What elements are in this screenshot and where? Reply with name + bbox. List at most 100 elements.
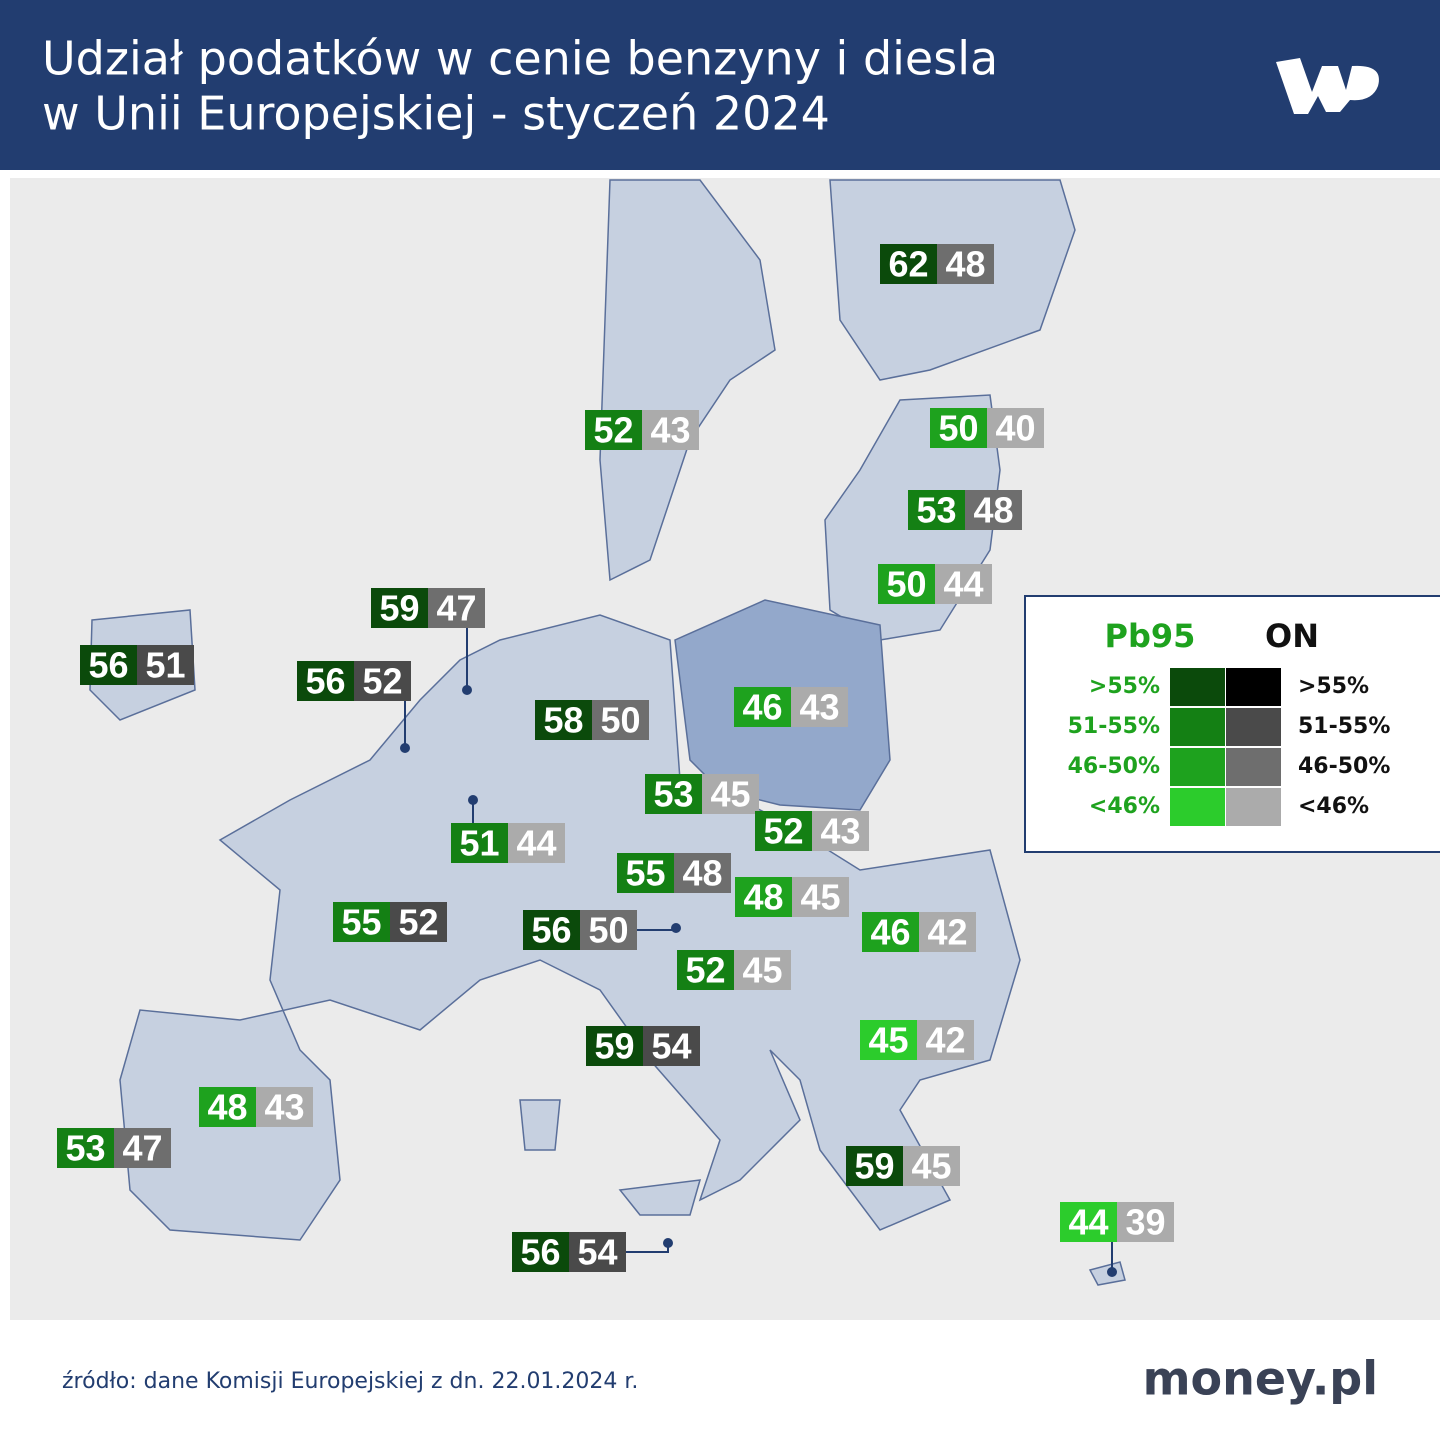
pb95-value: 48 bbox=[207, 1087, 247, 1128]
on-value: 45 bbox=[710, 774, 750, 815]
pb95-box bbox=[734, 687, 791, 727]
source-note: źródło: dane Komisji Europejskiej z dn. … bbox=[62, 1369, 638, 1394]
on-box bbox=[917, 1020, 974, 1060]
on-value: 50 bbox=[600, 700, 640, 741]
legend: >55% >55% 51-55% 51-55% 46-50% 46-50% <46% <46% bbox=[1068, 668, 1390, 826]
location-dot bbox=[468, 795, 478, 805]
on-value: 52 bbox=[398, 902, 438, 943]
pb95-box bbox=[535, 700, 592, 740]
pb95-value: 52 bbox=[593, 410, 633, 451]
title-line: Udział podatków w cenie benzyny i diesla bbox=[42, 32, 998, 86]
legend-label: 51-55% bbox=[1068, 714, 1160, 739]
pb95-box bbox=[878, 564, 935, 604]
location-dot bbox=[1107, 1267, 1117, 1277]
pb95-box bbox=[57, 1128, 114, 1168]
on-box bbox=[1117, 1202, 1174, 1242]
pb95-box bbox=[930, 408, 987, 448]
on-value: 44 bbox=[943, 564, 983, 605]
pb95-value: 52 bbox=[763, 811, 803, 852]
legend-swatch bbox=[1170, 668, 1225, 706]
on-box bbox=[734, 950, 791, 990]
pb95-box bbox=[297, 661, 354, 701]
on-value: 48 bbox=[973, 490, 1013, 531]
pb95-value: 56 bbox=[531, 910, 571, 951]
legend-label: <46% bbox=[1089, 794, 1160, 819]
brand: money.pl bbox=[1143, 1352, 1378, 1406]
on-value: 47 bbox=[122, 1128, 162, 1169]
on-box bbox=[935, 564, 992, 604]
legend-label: 46-50% bbox=[1068, 754, 1160, 779]
pb95-box bbox=[199, 1087, 256, 1127]
pb95-box bbox=[80, 645, 137, 685]
on-box bbox=[903, 1146, 960, 1186]
on-value: 54 bbox=[577, 1232, 617, 1273]
on-box bbox=[965, 490, 1022, 530]
pb95-box bbox=[512, 1232, 569, 1272]
on-value: 45 bbox=[742, 950, 782, 991]
pb95-value: 50 bbox=[886, 564, 926, 605]
pb95-box bbox=[862, 912, 919, 952]
on-box bbox=[390, 902, 447, 942]
pb95-box bbox=[735, 877, 792, 917]
on-value: 45 bbox=[911, 1146, 951, 1187]
on-box bbox=[643, 1026, 700, 1066]
pb95-box bbox=[617, 853, 674, 893]
pb95-value: 52 bbox=[685, 950, 725, 991]
legend-label: 46-50% bbox=[1298, 754, 1390, 779]
pb95-box bbox=[1060, 1202, 1117, 1242]
on-box bbox=[792, 877, 849, 917]
on-box bbox=[674, 853, 731, 893]
on-value: 43 bbox=[264, 1087, 304, 1128]
pb95-value: 55 bbox=[625, 853, 665, 894]
pb95-box bbox=[908, 490, 965, 530]
pb95-box bbox=[677, 950, 734, 990]
pb95-value: 56 bbox=[305, 661, 345, 702]
on-box bbox=[354, 661, 411, 701]
pb95-value: 51 bbox=[459, 823, 499, 864]
on-box bbox=[428, 588, 485, 628]
pb95-box bbox=[523, 910, 580, 950]
pb95-value: 53 bbox=[916, 490, 956, 531]
legend-swatch bbox=[1170, 748, 1225, 786]
pb95-value: 50 bbox=[938, 408, 978, 449]
legend-swatch bbox=[1170, 708, 1225, 746]
pb95-box bbox=[586, 1026, 643, 1066]
pb95-value: 56 bbox=[88, 645, 128, 686]
location-dot bbox=[663, 1238, 673, 1248]
pb95-value: 48 bbox=[743, 877, 783, 918]
on-value: 54 bbox=[651, 1026, 691, 1067]
on-value: 47 bbox=[436, 588, 476, 629]
pb95-box bbox=[333, 902, 390, 942]
pb95-box bbox=[451, 823, 508, 863]
on-box bbox=[137, 645, 194, 685]
on-box bbox=[791, 687, 848, 727]
pb95-box bbox=[860, 1020, 917, 1060]
pb95-box bbox=[585, 410, 642, 450]
on-box bbox=[937, 244, 994, 284]
pb95-value: 46 bbox=[742, 687, 782, 728]
on-value: 48 bbox=[682, 853, 722, 894]
on-value: 52 bbox=[362, 661, 402, 702]
on-value: 42 bbox=[927, 912, 967, 953]
on-value: 40 bbox=[995, 408, 1035, 449]
legend-label: >55% bbox=[1089, 674, 1160, 699]
pb95-value: 58 bbox=[543, 700, 583, 741]
title-line: w Unii Europejskiej - styczeń 2024 bbox=[42, 87, 830, 141]
on-value: 39 bbox=[1125, 1202, 1165, 1243]
pb95-value: 53 bbox=[65, 1128, 105, 1169]
pb95-value: 59 bbox=[379, 588, 419, 629]
on-value: 51 bbox=[145, 645, 185, 686]
legend-swatch bbox=[1226, 788, 1281, 826]
on-value: 43 bbox=[650, 410, 690, 451]
on-value: 42 bbox=[925, 1020, 965, 1061]
legend-title: ON bbox=[1265, 617, 1319, 655]
legend-title: Pb95 bbox=[1105, 617, 1196, 655]
on-value: 43 bbox=[799, 687, 839, 728]
pb95-value: 62 bbox=[888, 244, 928, 285]
legend-label: 51-55% bbox=[1298, 714, 1390, 739]
on-box bbox=[702, 774, 759, 814]
on-box bbox=[812, 811, 869, 851]
on-value: 43 bbox=[820, 811, 860, 852]
on-value: 48 bbox=[945, 244, 985, 285]
